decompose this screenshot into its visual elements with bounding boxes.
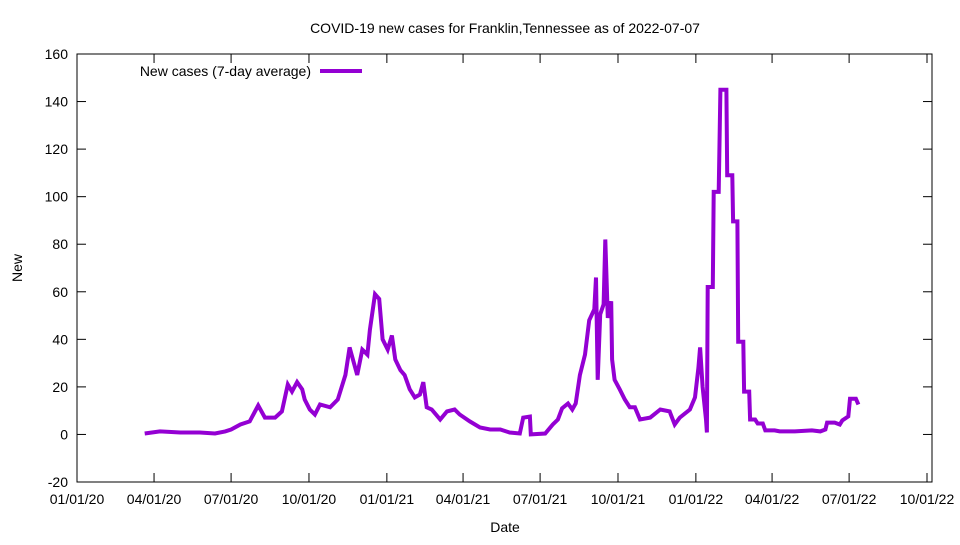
y-tick-label: 100 xyxy=(45,189,69,205)
x-tick-label: 10/01/20 xyxy=(282,491,337,507)
x-tick-label: 07/01/21 xyxy=(513,491,568,507)
x-tick-label: 07/01/22 xyxy=(822,491,877,507)
y-tick-label: 40 xyxy=(52,331,68,347)
x-tick-label: 01/01/22 xyxy=(669,491,724,507)
x-tick-label: 07/01/20 xyxy=(204,491,259,507)
x-tick-label: 01/01/21 xyxy=(360,491,415,507)
x-tick-label: 04/01/20 xyxy=(127,491,182,507)
x-tick-label: 10/01/22 xyxy=(900,491,955,507)
plot-border xyxy=(76,53,933,483)
y-axis-label: New xyxy=(9,253,25,282)
y-tick-label: 140 xyxy=(45,94,69,110)
y-tick-label: 0 xyxy=(60,426,68,442)
x-tick-label: 10/01/21 xyxy=(591,491,646,507)
series-line-new-cases xyxy=(144,87,861,437)
y-tick-label: 20 xyxy=(52,379,68,395)
legend: New cases (7-day average) xyxy=(140,63,362,79)
x-tick-label: 04/01/21 xyxy=(436,491,491,507)
chart-title: COVID-19 new cases for Franklin,Tennesse… xyxy=(310,20,700,36)
x-tick-label: 04/01/22 xyxy=(745,491,800,507)
x-tick-label: 01/01/20 xyxy=(50,491,105,507)
x-axis-label: Date xyxy=(490,519,520,535)
legend-label: New cases (7-day average) xyxy=(140,63,311,79)
y-tick-label: -20 xyxy=(48,474,68,490)
y-tick-label: 160 xyxy=(45,46,69,62)
y-tick-label: 60 xyxy=(52,284,68,300)
y-tick-label: 80 xyxy=(52,236,68,252)
y-tick-label: 120 xyxy=(45,141,69,157)
